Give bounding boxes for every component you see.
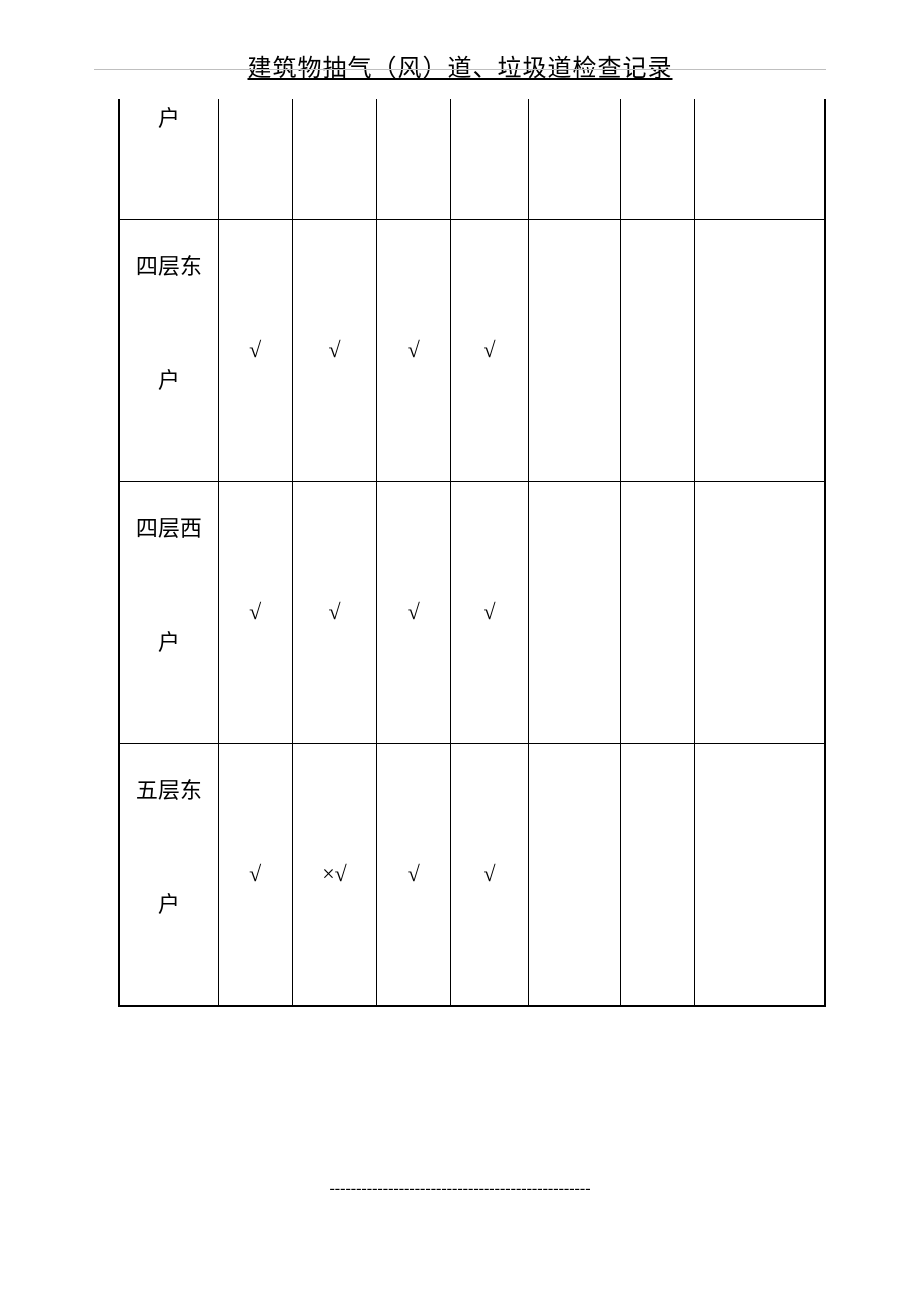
cell: √ bbox=[292, 219, 377, 481]
cell bbox=[528, 481, 620, 743]
row-label-line2: 户 bbox=[158, 892, 180, 917]
page-title: 建筑物抽气（风）道、垃圾道检查记录 bbox=[0, 0, 920, 83]
cell: √ bbox=[218, 481, 292, 743]
header-rule bbox=[94, 69, 826, 70]
cell bbox=[694, 743, 824, 1005]
inspection-table: 户 四层东 户 √ √ √ √ 四层西 户 bbox=[119, 99, 825, 1006]
cell bbox=[694, 219, 824, 481]
row-label-line1: 四层西 bbox=[136, 516, 202, 541]
table-row: 四层西 户 √ √ √ √ bbox=[120, 481, 825, 743]
cell bbox=[620, 219, 694, 481]
cell bbox=[620, 99, 694, 219]
cell: √ bbox=[377, 219, 451, 481]
cell: √ bbox=[451, 743, 529, 1005]
cell bbox=[694, 99, 824, 219]
cell: ×√ bbox=[292, 743, 377, 1005]
footer-dashes: ----------------------------------------… bbox=[0, 1180, 920, 1198]
cell: √ bbox=[218, 219, 292, 481]
cell: √ bbox=[292, 481, 377, 743]
cell bbox=[377, 99, 451, 219]
cell bbox=[292, 99, 377, 219]
cell bbox=[694, 481, 824, 743]
cell bbox=[620, 481, 694, 743]
table-row: 五层东 户 √ ×√ √ √ bbox=[120, 743, 825, 1005]
cell bbox=[218, 99, 292, 219]
cell: √ bbox=[451, 219, 529, 481]
cell bbox=[528, 743, 620, 1005]
cell bbox=[620, 743, 694, 1005]
cell: √ bbox=[218, 743, 292, 1005]
inspection-table-wrap: 户 四层东 户 √ √ √ √ 四层西 户 bbox=[118, 99, 826, 1007]
cell bbox=[451, 99, 529, 219]
row-label-line1: 四层东 bbox=[136, 254, 202, 279]
row-label-line1: 户 bbox=[158, 106, 180, 131]
table-row: 户 bbox=[120, 99, 825, 219]
row-label: 四层东 户 bbox=[120, 219, 219, 481]
cell: √ bbox=[451, 481, 529, 743]
row-label-line1: 五层东 bbox=[136, 778, 202, 803]
row-label-line2: 户 bbox=[158, 630, 180, 655]
row-label-line2: 户 bbox=[158, 368, 180, 393]
row-label: 四层西 户 bbox=[120, 481, 219, 743]
cell bbox=[528, 99, 620, 219]
cell: √ bbox=[377, 743, 451, 1005]
row-label: 五层东 户 bbox=[120, 743, 219, 1005]
cell: √ bbox=[377, 481, 451, 743]
table-row: 四层东 户 √ √ √ √ bbox=[120, 219, 825, 481]
row-label: 户 bbox=[120, 99, 219, 219]
cell bbox=[528, 219, 620, 481]
